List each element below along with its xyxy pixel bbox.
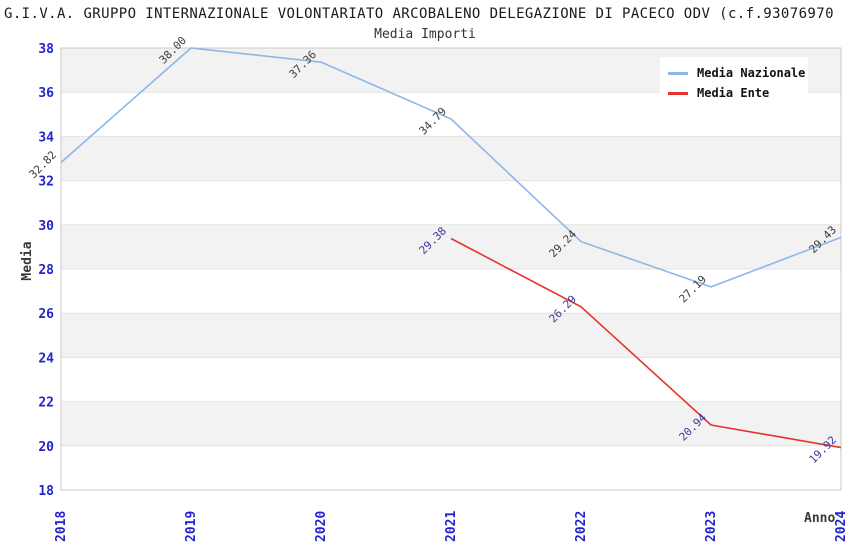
svg-text:34: 34 xyxy=(38,130,54,145)
legend-item-media-ente: Media Ente xyxy=(668,83,800,103)
svg-text:30: 30 xyxy=(38,219,54,234)
svg-text:2019: 2019 xyxy=(184,511,199,542)
svg-text:2024: 2024 xyxy=(834,511,849,542)
legend: Media Nazionale Media Ente xyxy=(660,57,808,109)
svg-text:38: 38 xyxy=(38,42,54,57)
svg-text:28: 28 xyxy=(38,263,54,278)
legend-label-nazionale: Media Nazionale xyxy=(697,66,806,80)
x-axis-label: Anno xyxy=(804,511,836,526)
svg-text:2020: 2020 xyxy=(314,511,329,542)
svg-text:20: 20 xyxy=(38,440,54,455)
svg-text:24: 24 xyxy=(38,351,54,366)
svg-text:18: 18 xyxy=(38,484,54,499)
legend-line-nazionale-icon xyxy=(668,71,688,75)
legend-label-ente: Media Ente xyxy=(697,86,770,100)
svg-text:2021: 2021 xyxy=(444,511,459,542)
svg-text:26: 26 xyxy=(38,307,54,322)
svg-text:22: 22 xyxy=(38,396,54,411)
svg-text:2023: 2023 xyxy=(704,511,719,542)
svg-text:32: 32 xyxy=(38,175,54,190)
legend-line-ente-icon xyxy=(668,91,688,95)
legend-item-media-nazionale: Media Nazionale xyxy=(668,63,805,83)
chart-subtitle: Media Importi xyxy=(374,27,476,42)
y-axis-label: Media xyxy=(20,241,35,281)
chart-title: G.I.V.A. GRUPPO INTERNAZIONALE VOLONTARI… xyxy=(4,6,834,22)
svg-text:2018: 2018 xyxy=(54,511,69,542)
svg-text:2022: 2022 xyxy=(574,511,589,542)
svg-text:36: 36 xyxy=(38,86,54,101)
